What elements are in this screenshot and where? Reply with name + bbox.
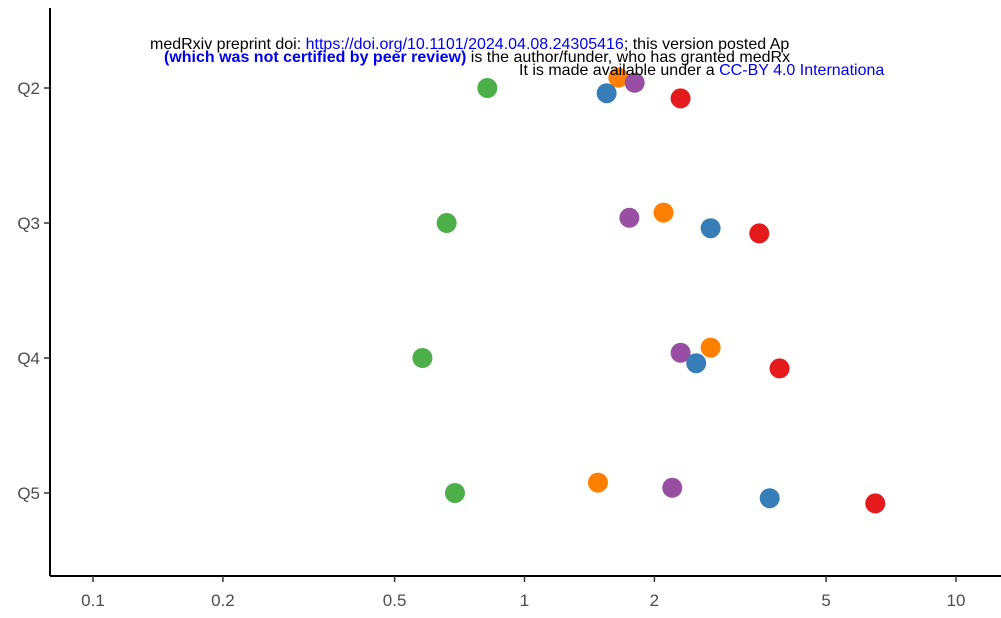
data-point bbox=[749, 223, 770, 244]
data-point bbox=[412, 348, 433, 368]
x-tick-label: 5 bbox=[821, 591, 830, 610]
data-point bbox=[670, 342, 691, 363]
x-tick-label: 10 bbox=[947, 591, 966, 610]
data-point bbox=[700, 337, 721, 358]
y-axis-ticks: Q2 Q3 Q4 Q5 bbox=[17, 79, 50, 503]
data-point bbox=[444, 483, 465, 503]
x-tick-label: 0.2 bbox=[211, 591, 235, 610]
data-point bbox=[477, 78, 498, 98]
data-point bbox=[619, 207, 640, 228]
data-point bbox=[670, 88, 691, 109]
x-axis-ticks: 0.1 0.2 0.5 1 2 5 10 bbox=[81, 576, 965, 610]
data-point bbox=[596, 83, 617, 104]
data-point bbox=[769, 358, 790, 379]
data-point bbox=[436, 213, 457, 233]
y-tick-label-q3: Q3 bbox=[17, 214, 40, 233]
data-points bbox=[412, 67, 886, 514]
data-point bbox=[700, 218, 721, 239]
y-tick-label-q4: Q4 bbox=[17, 349, 40, 368]
x-tick-label: 0.5 bbox=[383, 591, 407, 610]
data-point bbox=[759, 488, 780, 509]
data-point bbox=[624, 72, 645, 93]
x-tick-label: 1 bbox=[520, 591, 529, 610]
axes bbox=[49, 8, 1001, 577]
doi-link[interactable]: https://doi.org/10.1101/2024.04.08.24305… bbox=[305, 36, 624, 53]
data-point bbox=[587, 472, 608, 493]
data-point bbox=[662, 477, 683, 498]
license-link[interactable]: CC-BY 4.0 Internationa bbox=[719, 62, 885, 79]
y-tick-label-q2: Q2 bbox=[17, 79, 40, 98]
x-tick-label: 0.1 bbox=[81, 591, 105, 610]
y-tick-label-q5: Q5 bbox=[17, 484, 40, 503]
data-point bbox=[608, 67, 629, 88]
data-point bbox=[686, 353, 707, 374]
data-point bbox=[865, 493, 886, 514]
data-point bbox=[653, 202, 674, 223]
x-tick-label: 2 bbox=[650, 591, 659, 610]
